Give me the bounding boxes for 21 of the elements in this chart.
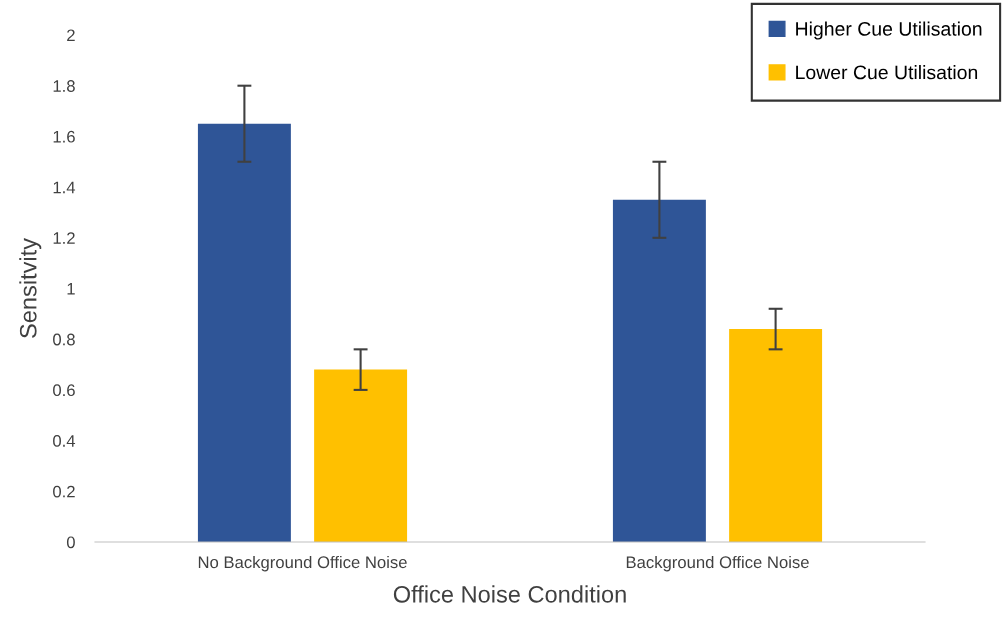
y-tick-label: 0.8	[53, 333, 75, 346]
bar	[314, 369, 408, 542]
y-tick-label: 1.2	[53, 232, 75, 244]
y-tick-label: 2	[67, 29, 75, 42]
y-tick-label: 1	[67, 283, 75, 295]
y-tick-label: 0.6	[53, 384, 75, 397]
y-tick-label: 0	[66, 536, 75, 549]
x-axis-title: Office Noise Condition	[393, 585, 626, 603]
legend-label: Higher Cue Utilisation	[796, 21, 982, 40]
y-tick-label: 1.4	[53, 181, 76, 194]
bar	[612, 199, 706, 542]
y-axis-title: Sensitvity	[19, 238, 42, 338]
x-tick-label: Background Office Noise	[626, 555, 809, 572]
y-tick-label: 0.4	[53, 435, 76, 447]
y-tick-label: 0.2	[53, 485, 75, 498]
legend-label: Lower Cue Utilisation	[796, 65, 978, 80]
y-tick-label: 1.8	[53, 80, 75, 92]
bar	[197, 123, 291, 542]
x-tick-label: No Background Office Noise	[198, 555, 407, 572]
y-tick-label: 1.6	[53, 130, 75, 143]
bar	[729, 329, 823, 542]
